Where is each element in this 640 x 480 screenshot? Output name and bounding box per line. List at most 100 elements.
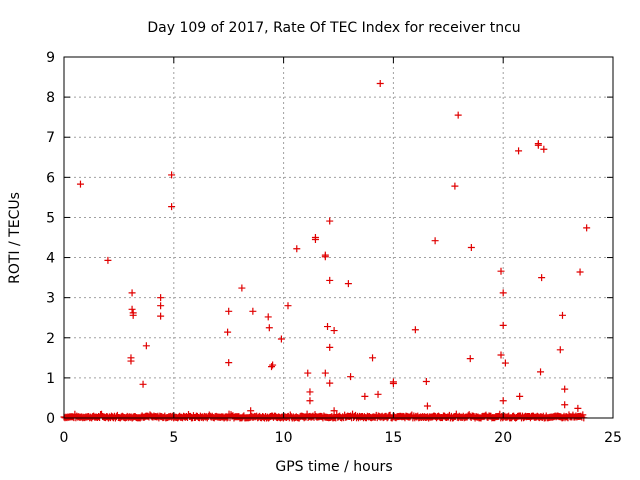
data-point <box>157 294 165 302</box>
y-tick-label: 8 <box>46 90 55 106</box>
x-tick-label: 0 <box>60 430 69 446</box>
data-point <box>515 147 523 155</box>
data-point <box>249 307 257 315</box>
data-point <box>139 380 147 388</box>
y-tick-label: 3 <box>46 291 55 307</box>
y-tick-label: 4 <box>46 251 55 267</box>
data-point <box>497 267 505 275</box>
data-point <box>225 359 233 367</box>
data-point <box>576 268 584 276</box>
data-point <box>247 407 255 415</box>
data-point <box>277 335 285 343</box>
y-axis-label: ROTI / TECUs <box>7 192 23 284</box>
data-point <box>76 180 84 188</box>
data-point <box>369 354 377 362</box>
data-point <box>561 401 569 409</box>
data-point <box>347 373 355 381</box>
x-tick-label: 25 <box>604 430 622 446</box>
y-tick-label: 9 <box>46 50 55 66</box>
x-axis-label: GPS time / hours <box>275 459 392 475</box>
data-points <box>76 79 591 415</box>
data-point <box>389 380 397 388</box>
data-point <box>326 343 334 351</box>
y-tick-label: 1 <box>46 371 55 387</box>
y-tick-label: 0 <box>46 411 55 427</box>
plot-frame <box>63 56 614 419</box>
data-point <box>269 361 277 369</box>
data-point <box>466 355 474 363</box>
data-point <box>225 307 233 315</box>
data-point <box>326 379 334 387</box>
y-axis-ticks: 0 1 2 3 4 5 6 7 8 9 <box>46 50 613 427</box>
y-tick-label: 7 <box>46 130 55 146</box>
y-tick-label: 6 <box>46 170 55 186</box>
data-point <box>422 377 430 385</box>
data-point <box>142 342 150 350</box>
data-point <box>304 369 312 377</box>
data-point <box>224 328 232 336</box>
data-point <box>501 359 509 367</box>
data-point <box>127 357 135 365</box>
x-tick-label: 15 <box>384 430 402 446</box>
data-point <box>321 369 329 377</box>
data-point <box>538 274 546 282</box>
data-point <box>326 217 334 225</box>
data-point <box>361 392 369 400</box>
data-point <box>376 79 384 87</box>
data-point <box>238 284 246 292</box>
data-point <box>561 385 569 393</box>
chart-title: Day 109 of 2017, Rate Of TEC Index for r… <box>147 20 520 36</box>
x-tick-label: 5 <box>169 430 178 446</box>
data-point <box>374 390 382 398</box>
data-point <box>128 289 136 297</box>
data-point <box>431 237 439 245</box>
data-point <box>537 368 545 376</box>
data-point <box>454 111 462 119</box>
data-point <box>168 203 176 211</box>
data-point <box>128 305 136 313</box>
x-axis-ticks: 0 5 10 15 20 25 <box>60 57 622 446</box>
data-point <box>321 253 329 261</box>
data-point <box>326 276 334 284</box>
data-point <box>583 224 591 232</box>
data-point <box>311 236 319 244</box>
data-point <box>306 388 314 396</box>
data-point <box>168 171 176 179</box>
data-point <box>157 302 165 310</box>
data-point <box>499 397 507 405</box>
y-tick-label: 2 <box>46 331 55 347</box>
data-point <box>497 351 505 359</box>
grid-lines <box>64 57 613 418</box>
data-point <box>268 363 276 371</box>
data-point <box>264 313 272 321</box>
data-point <box>499 321 507 329</box>
data-point <box>499 289 507 297</box>
data-point <box>534 141 542 149</box>
data-point <box>104 256 112 264</box>
data-point <box>411 326 419 334</box>
data-point <box>540 145 548 153</box>
data-point <box>265 324 273 332</box>
x-tick-label: 10 <box>275 430 293 446</box>
data-point <box>330 407 338 415</box>
data-point <box>556 346 564 354</box>
data-point <box>574 404 582 412</box>
data-point <box>157 312 165 320</box>
data-point <box>129 311 137 319</box>
data-point <box>330 327 338 335</box>
data-point <box>344 280 352 288</box>
data-point <box>467 244 475 252</box>
data-point <box>293 245 301 253</box>
data-point <box>423 402 431 410</box>
y-tick-label: 5 <box>46 210 55 226</box>
data-point <box>558 311 566 319</box>
data-point <box>451 182 459 190</box>
baseline-point <box>579 411 587 419</box>
data-point <box>306 397 314 405</box>
data-point <box>324 323 332 331</box>
data-point <box>284 302 292 310</box>
x-tick-label: 20 <box>494 430 512 446</box>
baseline-band <box>60 410 588 422</box>
data-point <box>516 392 524 400</box>
